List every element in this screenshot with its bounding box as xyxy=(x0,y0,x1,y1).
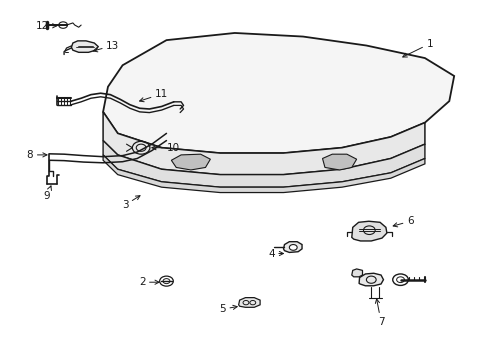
Text: 7: 7 xyxy=(375,299,384,327)
Circle shape xyxy=(289,244,297,250)
Polygon shape xyxy=(103,155,424,193)
Text: 9: 9 xyxy=(43,186,51,201)
Polygon shape xyxy=(322,154,356,170)
Text: 3: 3 xyxy=(122,196,140,210)
Polygon shape xyxy=(103,112,424,175)
Polygon shape xyxy=(103,33,453,153)
Text: 12: 12 xyxy=(36,21,57,31)
Text: 11: 11 xyxy=(139,89,168,102)
Text: 5: 5 xyxy=(219,304,237,314)
Polygon shape xyxy=(103,140,424,187)
Text: 8: 8 xyxy=(26,150,47,160)
Polygon shape xyxy=(351,221,386,241)
Text: 6: 6 xyxy=(392,216,413,227)
Polygon shape xyxy=(238,298,260,307)
Text: 1: 1 xyxy=(402,39,432,57)
Text: 13: 13 xyxy=(93,41,119,52)
Polygon shape xyxy=(351,269,362,277)
Text: 10: 10 xyxy=(152,143,180,153)
Text: 4: 4 xyxy=(267,248,283,258)
Polygon shape xyxy=(71,41,98,52)
Polygon shape xyxy=(283,242,302,252)
Polygon shape xyxy=(358,273,383,286)
Text: 2: 2 xyxy=(139,277,159,287)
Polygon shape xyxy=(171,154,210,170)
